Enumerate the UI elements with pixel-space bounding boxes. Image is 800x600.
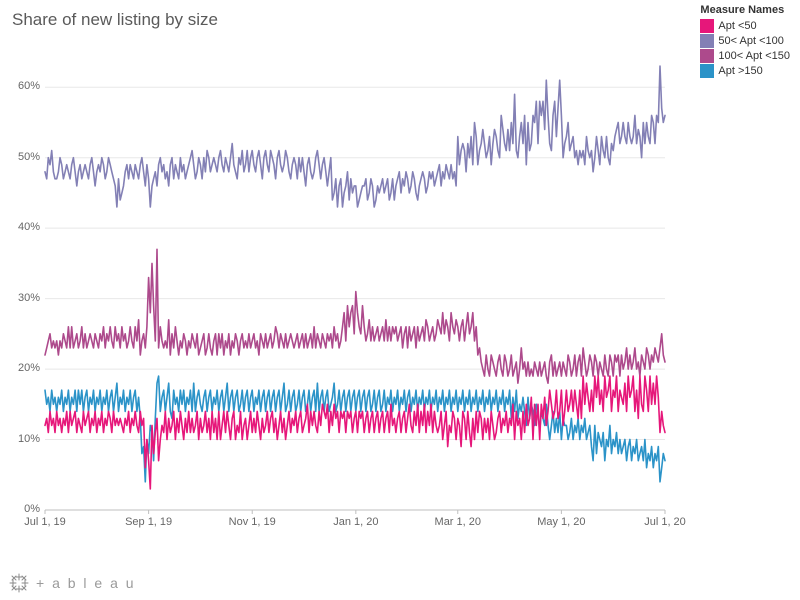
legend-item: Apt >150 [700,63,790,78]
legend-label: 100< Apt <150 [718,50,790,62]
legend: Measure Names Apt <50 50< Apt <100 100< Ap… [700,4,790,78]
tableau-logo-icon [8,572,30,594]
y-tick-label: 30% [5,292,40,304]
legend-label: Apt <50 [718,20,756,32]
legend-label: 50< Apt <100 [718,35,783,47]
line-plot [45,40,665,540]
y-tick-label: 40% [5,221,40,233]
x-tick-label: Nov 1, 19 [229,516,276,528]
chart-title: Share of new listing by size [12,10,218,30]
y-tick-label: 0% [5,503,40,515]
x-tick-label: Sep 1, 19 [125,516,172,528]
legend-item: Apt <50 [700,18,790,33]
chart-area: 0%10%20%30%40%50%60% Jul 1, 19Sep 1, 19N… [45,40,665,540]
legend-swatch [700,64,714,78]
x-tick-label: Jul 1, 20 [644,516,686,528]
y-tick-label: 20% [5,362,40,374]
x-tick-label: Mar 1, 20 [435,516,481,528]
legend-swatch [700,19,714,33]
legend-swatch [700,34,714,48]
legend-item: 50< Apt <100 [700,33,790,48]
x-tick-label: May 1, 20 [537,516,585,528]
y-tick-label: 50% [5,151,40,163]
y-tick-label: 60% [5,80,40,92]
legend-swatch [700,49,714,63]
series-100-apt-150 [45,249,665,383]
y-tick-label: 10% [5,433,40,445]
footer-brand-text: + a b l e a u [36,575,136,591]
legend-item: 100< Apt <150 [700,48,790,63]
legend-label: Apt >150 [718,65,762,77]
footer-branding: + a b l e a u [8,572,136,594]
x-tick-label: Jan 1, 20 [333,516,378,528]
x-tick-label: Jul 1, 19 [24,516,66,528]
legend-title: Measure Names [700,4,790,16]
